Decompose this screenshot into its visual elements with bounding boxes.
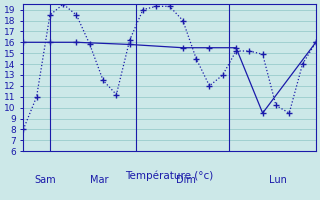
- Text: Lun: Lun: [269, 175, 287, 185]
- X-axis label: Température (°c): Température (°c): [125, 171, 214, 181]
- Text: Dim: Dim: [176, 175, 196, 185]
- Text: Sam: Sam: [34, 175, 56, 185]
- Text: Mar: Mar: [90, 175, 108, 185]
